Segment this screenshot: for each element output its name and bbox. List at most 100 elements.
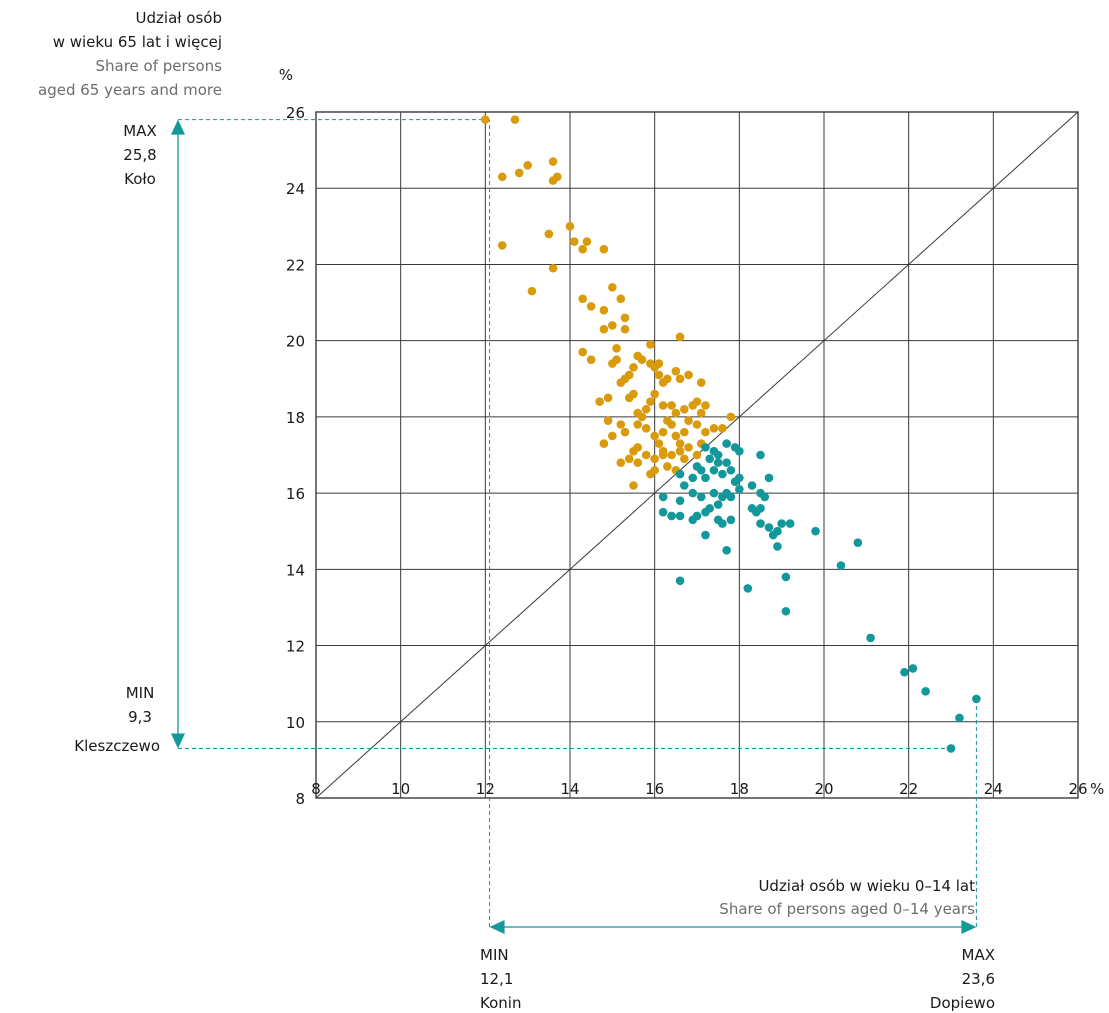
x-max-name: Dopiewo xyxy=(930,994,995,1012)
data-point-below-diagonal xyxy=(921,686,930,696)
data-point-below-diagonal xyxy=(713,458,723,467)
data-point-below-diagonal xyxy=(718,469,727,479)
x-tick-label: 12 xyxy=(476,780,495,798)
data-point-below-diagonal xyxy=(675,511,685,521)
x-min-label: MIN xyxy=(480,946,509,964)
data-point-above-diagonal xyxy=(633,458,643,467)
y-tick-label: 26 xyxy=(286,104,305,122)
data-point-above-diagonal xyxy=(641,424,651,433)
data-point-above-diagonal xyxy=(671,431,681,441)
data-point-above-diagonal xyxy=(608,431,617,441)
data-point-above-diagonal xyxy=(586,302,596,311)
x-tick-label: 10 xyxy=(391,780,410,798)
data-point-above-diagonal xyxy=(684,443,693,452)
x-tick-label: 20 xyxy=(814,780,833,798)
data-point-below-diagonal xyxy=(972,694,981,704)
data-point-above-diagonal xyxy=(608,283,617,292)
data-point-above-diagonal xyxy=(696,378,706,387)
data-point-below-diagonal xyxy=(701,530,710,540)
data-point-above-diagonal xyxy=(603,393,613,403)
data-point-above-diagonal xyxy=(663,374,672,384)
x-range-arrow-left xyxy=(489,920,505,934)
data-point-below-diagonal xyxy=(675,576,685,586)
x-axis-title-pl: Udział osób w wieku 0–14 lat xyxy=(758,877,975,895)
y-tick-label: 16 xyxy=(286,485,305,503)
data-point-above-diagonal xyxy=(586,355,596,365)
data-point-below-diagonal xyxy=(722,545,731,555)
y-range-arrow-up xyxy=(171,119,185,135)
data-point-above-diagonal xyxy=(654,439,664,448)
data-point-above-diagonal xyxy=(603,416,613,426)
data-point-above-diagonal xyxy=(675,439,685,448)
data-point-above-diagonal xyxy=(514,168,524,178)
data-point-below-diagonal xyxy=(726,465,736,475)
data-point-above-diagonal xyxy=(599,439,609,448)
y-tick-label: 20 xyxy=(286,333,305,351)
data-point-above-diagonal xyxy=(548,263,558,273)
data-point-above-diagonal xyxy=(620,313,630,323)
data-point-below-diagonal xyxy=(756,450,765,460)
y-max-label: MAX xyxy=(123,122,156,140)
data-point-above-diagonal xyxy=(650,431,659,441)
x-tick-labels: 8 10 12 14 16 18 20 22 24 26 xyxy=(311,780,1087,798)
data-point-above-diagonal xyxy=(709,424,719,433)
data-point-below-diagonal xyxy=(713,450,723,460)
data-point-above-diagonal xyxy=(616,458,626,467)
data-point-below-diagonal xyxy=(696,492,706,502)
data-point-above-diagonal xyxy=(497,241,507,250)
data-point-above-diagonal xyxy=(510,115,520,124)
data-point-above-diagonal xyxy=(633,420,643,429)
data-point-below-diagonal xyxy=(688,473,698,483)
data-point-above-diagonal xyxy=(684,370,693,380)
data-point-above-diagonal xyxy=(680,427,689,437)
data-point-below-diagonal xyxy=(713,500,723,509)
data-point-above-diagonal xyxy=(599,324,609,334)
data-point-below-diagonal xyxy=(853,538,863,547)
data-point-below-diagonal xyxy=(946,744,956,753)
data-point-above-diagonal xyxy=(553,172,562,182)
data-point-above-diagonal xyxy=(629,389,638,399)
y-min-value: 9,3 xyxy=(128,708,152,726)
data-point-above-diagonal xyxy=(671,366,681,376)
data-point-above-diagonal xyxy=(650,389,659,399)
data-point-above-diagonal xyxy=(624,370,634,380)
data-point-below-diagonal xyxy=(781,572,791,582)
data-point-above-diagonal xyxy=(578,347,587,357)
x-range-arrow-right xyxy=(961,920,977,934)
data-point-below-diagonal xyxy=(747,481,757,490)
data-point-above-diagonal xyxy=(667,450,676,460)
y-tick-label: 10 xyxy=(286,714,305,732)
data-point-below-diagonal xyxy=(675,469,685,479)
data-point-below-diagonal xyxy=(735,485,744,494)
data-point-above-diagonal xyxy=(523,161,532,170)
data-point-below-diagonal xyxy=(785,519,795,528)
plot-frame xyxy=(315,111,1079,799)
data-point-above-diagonal xyxy=(544,229,554,239)
data-point-below-diagonal xyxy=(722,458,731,467)
data-point-below-diagonal xyxy=(768,530,778,540)
data-point-above-diagonal xyxy=(599,305,609,315)
data-point-above-diagonal xyxy=(637,355,647,365)
data-point-below-diagonal xyxy=(658,507,668,517)
data-point-below-diagonal xyxy=(908,664,918,673)
data-point-above-diagonal xyxy=(497,172,507,182)
y-axis-unit: % xyxy=(279,66,293,84)
data-point-above-diagonal xyxy=(680,454,689,464)
x-tick-label: 8 xyxy=(311,780,321,798)
data-point-above-diagonal xyxy=(654,359,664,368)
data-point-below-diagonal xyxy=(726,515,736,525)
data-point-below-diagonal xyxy=(701,443,710,452)
y-min-label: MIN xyxy=(126,684,155,702)
data-point-above-diagonal xyxy=(650,465,659,475)
data-point-below-diagonal xyxy=(709,465,719,475)
data-point-above-diagonal xyxy=(667,401,676,410)
y-tick-label: 22 xyxy=(286,256,305,274)
data-point-below-diagonal xyxy=(777,519,786,528)
x-max-label: MAX xyxy=(962,946,995,964)
data-point-above-diagonal xyxy=(692,397,702,406)
y-axis-title-en-line1: Share of persons xyxy=(95,57,222,75)
data-point-above-diagonal xyxy=(718,424,727,433)
data-point-above-diagonal xyxy=(696,408,706,418)
x-min-value: 12,1 xyxy=(480,970,513,988)
